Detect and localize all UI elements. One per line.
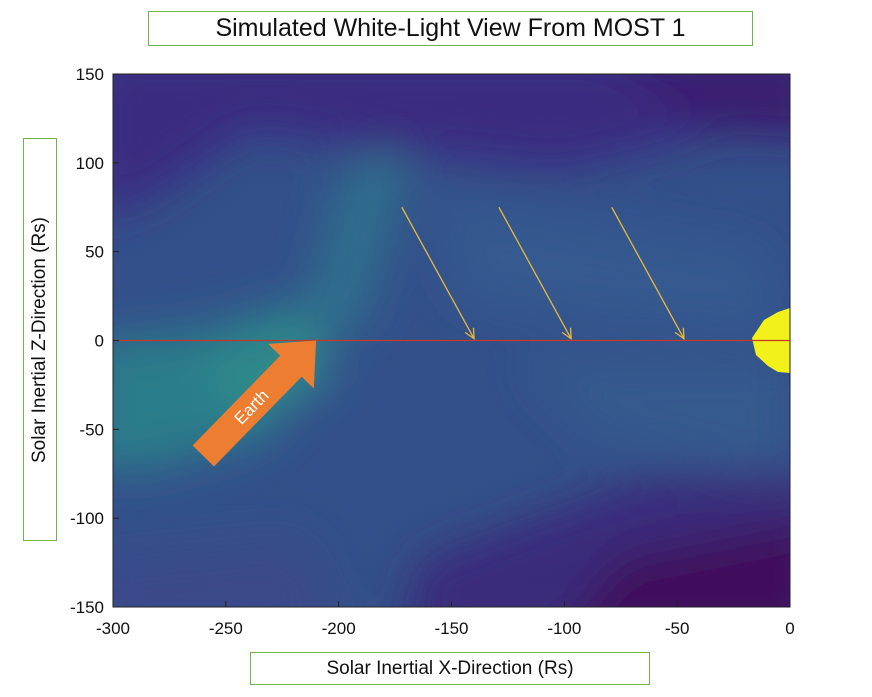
x-tick-label: -300 xyxy=(96,619,130,638)
y-axis-label-text: Solar Inertial Z-Direction (Rs) xyxy=(29,216,50,463)
annotation-arrow-head xyxy=(561,327,572,341)
chart-title-text: Simulated White-Light View From MOST 1 xyxy=(215,14,686,42)
x-axis-label-text: Solar Inertial X-Direction (Rs) xyxy=(326,657,574,679)
y-tick-label: 150 xyxy=(76,65,104,84)
x-axis-label: Solar Inertial X-Direction (Rs) xyxy=(250,652,650,685)
x-tick-label: 0 xyxy=(785,619,794,638)
y-tick-label: -100 xyxy=(70,509,104,528)
heatmap xyxy=(113,74,790,607)
heatmap-density xyxy=(113,74,790,607)
y-tick-label: -150 xyxy=(70,598,104,617)
x-tick-label: -50 xyxy=(665,619,690,638)
chart-svg: Earth -300 -250 -200 -150 -100 -50 0 150100500… xyxy=(70,65,795,638)
x-tick-label: -200 xyxy=(322,619,356,638)
y-tick-label: 0 xyxy=(95,332,104,351)
y-tick-label: 50 xyxy=(85,243,104,262)
annotation-arrows xyxy=(401,206,685,341)
x-tick-label: -150 xyxy=(434,619,468,638)
annotation-arrow-head xyxy=(674,327,685,341)
earth-arrow-shape xyxy=(192,340,317,467)
x-tick-label: -100 xyxy=(547,619,581,638)
y-axis-label: Solar Inertial Z-Direction (Rs) xyxy=(23,138,57,541)
chart-title: Simulated White-Light View From MOST 1 xyxy=(148,11,753,46)
annotation-arrow-line xyxy=(498,206,572,340)
y-tick-label: -50 xyxy=(79,420,104,439)
y-axis-ticks: 150 100 50 0 -50 -100 -150 xyxy=(70,65,119,617)
x-axis-ticks: -300 -250 -200 -150 -100 -50 0 xyxy=(96,601,795,638)
x-tick-label: -250 xyxy=(209,619,243,638)
y-tick-label: 100 xyxy=(76,154,104,173)
annotation-arrow-line xyxy=(401,206,475,340)
annotation-arrow-head xyxy=(464,327,475,341)
annotation-arrow-line xyxy=(611,206,685,340)
